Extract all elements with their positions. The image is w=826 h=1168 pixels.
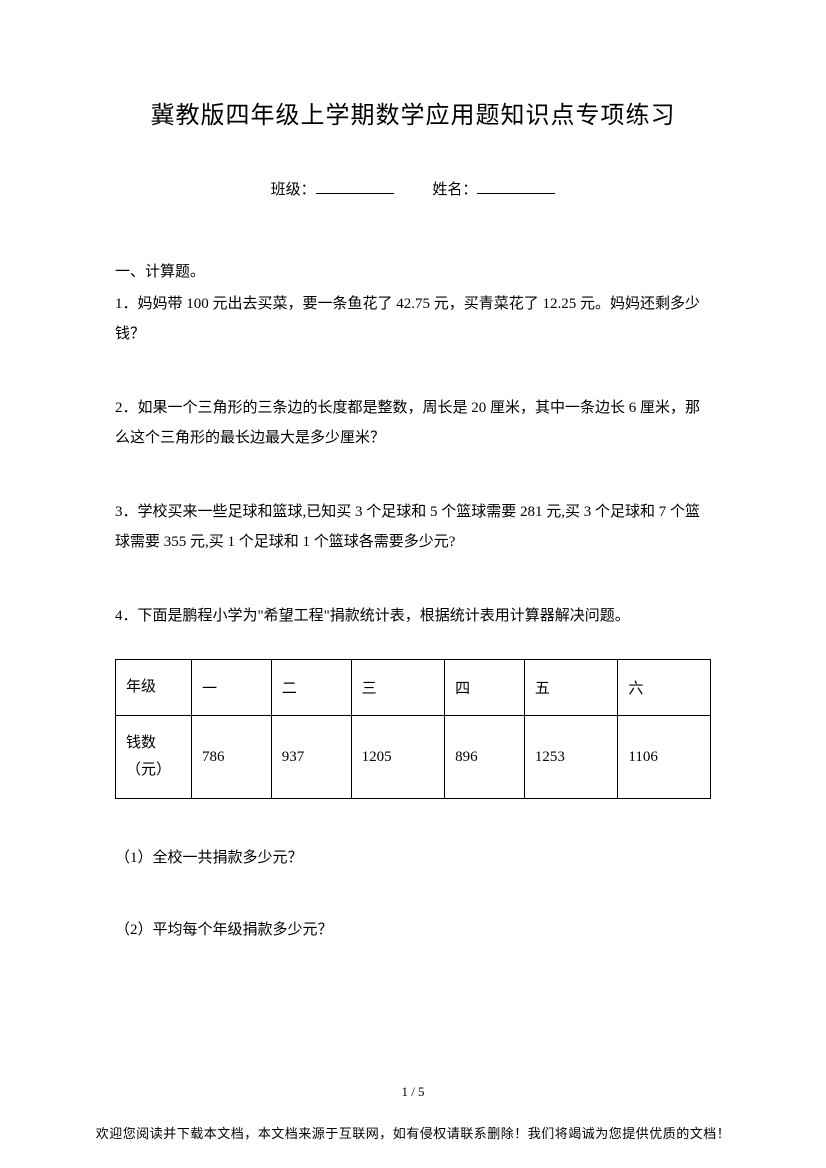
table-cell: 1106: [618, 716, 711, 799]
table-cell: 896: [445, 716, 525, 799]
table-cell: 六: [618, 660, 711, 716]
donation-table: 年级 一 二 三 四 五 六 钱数（元） 786 937 1205 896 12…: [115, 659, 711, 799]
sub-question-1: （1）全校一共捐款多少元？: [115, 843, 711, 873]
footer-text: 欢迎您阅读并下载本文档，本文档来源于互联网，如有侵权请联系删除！我们将竭诚为您提…: [0, 1123, 826, 1142]
student-info-row: 班级： 姓名：: [115, 178, 711, 199]
name-label: 姓名：: [432, 182, 477, 198]
question-1: 1．妈妈带 100 元出去买菜，要一条鱼花了 42.75 元，买青菜花了 12.…: [115, 289, 711, 349]
page-number: 1 / 5: [0, 1084, 826, 1100]
table-cell: 五: [524, 660, 618, 716]
table-cell: 1205: [351, 716, 445, 799]
table-cell: 786: [192, 716, 272, 799]
table-cell: 1253: [524, 716, 618, 799]
class-label: 班级：: [271, 182, 316, 198]
table-row: 年级 一 二 三 四 五 六: [116, 660, 711, 716]
sub-question-2: （2）平均每个年级捐款多少元？: [115, 915, 711, 945]
question-2: 2．如果一个三角形的三条边的长度都是整数，周长是 20 厘米，其中一条边长 6 …: [115, 393, 711, 453]
table-cell: 四: [445, 660, 525, 716]
table-cell: 937: [271, 716, 351, 799]
class-blank: [316, 193, 394, 194]
section-heading: 一、计算题。: [115, 257, 711, 287]
table-cell: 一: [192, 660, 272, 716]
name-blank: [477, 193, 555, 194]
table-row: 钱数（元） 786 937 1205 896 1253 1106: [116, 716, 711, 799]
question-4: 4．下面是鹏程小学为"希望工程"捐款统计表，根据统计表用计算器解决问题。: [115, 601, 711, 631]
table-header-money: 钱数（元）: [116, 716, 192, 799]
table-header-grade: 年级: [116, 660, 192, 716]
table-cell: 二: [271, 660, 351, 716]
table-cell: 三: [351, 660, 445, 716]
question-3: 3．学校买来一些足球和篮球,已知买 3 个足球和 5 个篮球需要 281 元,买…: [115, 497, 711, 557]
document-title: 冀教版四年级上学期数学应用题知识点专项练习: [115, 95, 711, 130]
